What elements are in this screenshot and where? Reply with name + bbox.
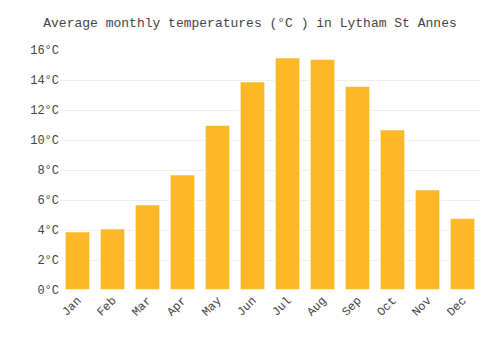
svg-text:0°C: 0°C — [37, 284, 59, 298]
svg-text:16°C: 16°C — [30, 44, 59, 58]
svg-text:4°C: 4°C — [37, 224, 59, 238]
svg-text:14°C: 14°C — [30, 74, 59, 88]
svg-text:8°C: 8°C — [37, 164, 59, 178]
svg-text:Mar: Mar — [129, 294, 154, 319]
svg-text:Average monthly temperatures (: Average monthly temperatures (°C ) in Ly… — [43, 16, 456, 31]
svg-text:12°C: 12°C — [30, 104, 59, 118]
svg-text:10°C: 10°C — [30, 134, 59, 148]
svg-text:Feb: Feb — [94, 294, 119, 319]
svg-text:2°C: 2°C — [37, 254, 59, 268]
svg-text:Jun: Jun — [234, 294, 259, 319]
svg-text:Apr: Apr — [164, 294, 189, 319]
svg-text:Oct: Oct — [374, 294, 399, 319]
svg-text:Aug: Aug — [304, 294, 329, 319]
svg-text:6°C: 6°C — [37, 194, 59, 208]
svg-text:Jan: Jan — [59, 294, 84, 319]
svg-text:Jul: Jul — [269, 294, 294, 319]
svg-text:Sep: Sep — [339, 294, 364, 319]
svg-text:Dec: Dec — [444, 294, 469, 319]
svg-text:May: May — [199, 294, 224, 319]
svg-text:Nov: Nov — [409, 294, 434, 319]
